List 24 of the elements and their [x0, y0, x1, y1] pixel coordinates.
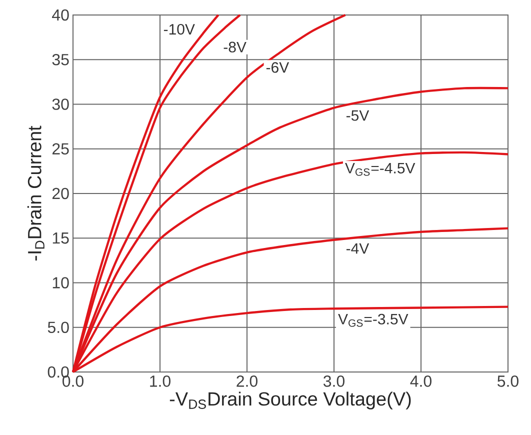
y-tick-label: 30 — [52, 98, 69, 110]
annotation: V$_{GS}$=-3.5V — [338, 314, 408, 327]
y-tick-label: 5.0 — [48, 322, 69, 334]
x-tick-label: 2.0 — [236, 376, 258, 387]
annotation: V$_{GS}$=-4.5V — [345, 162, 416, 176]
x-axis-title: -V$_{DS}$Drain Source Voltage(V) — [170, 392, 411, 410]
y-tick-label: 20 — [52, 188, 69, 200]
annotation: -8V — [224, 42, 246, 52]
annotation: -5V — [346, 110, 370, 121]
x-tick-label: 0.0 — [62, 376, 84, 387]
y-tick-label: 35 — [52, 54, 69, 66]
y-tick-label: 15 — [52, 232, 69, 244]
y-tick-label: 0.0 — [48, 366, 69, 378]
y-tick-label: 40 — [52, 9, 69, 21]
x-tick-label: 4.0 — [410, 376, 432, 387]
x-tick-label: 5.0 — [498, 376, 518, 387]
x-tick-label: 1.0 — [150, 376, 170, 387]
annotation: -6V — [266, 62, 290, 73]
annotation: -10V — [164, 24, 195, 35]
y-tick-label: 25 — [52, 143, 69, 155]
x-tick-label: 3.0 — [323, 376, 344, 387]
y-tick-label: 10 — [52, 277, 69, 288]
y-axis-title: -I$_{D}$Drain Current — [27, 126, 44, 261]
annotation: -4V — [346, 243, 370, 254]
